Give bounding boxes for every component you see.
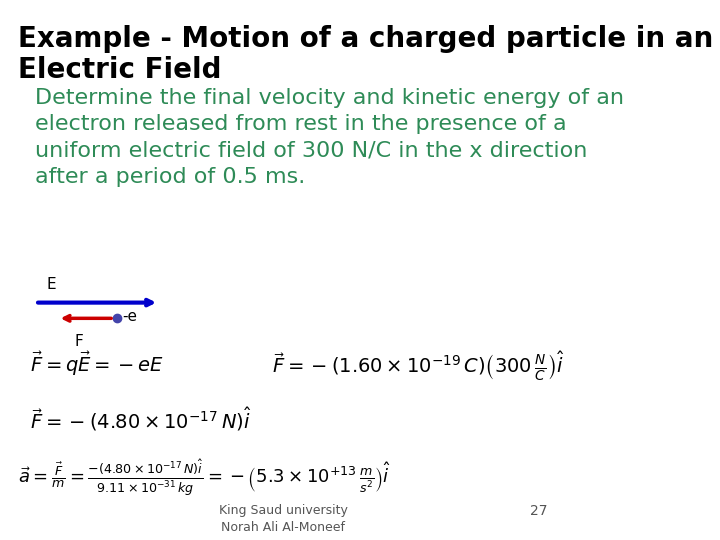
Text: Example - Motion of a charged particle in an: Example - Motion of a charged particle i… <box>18 25 714 53</box>
Text: Electric Field: Electric Field <box>18 56 222 84</box>
Text: $\vec{F} = -(1.60 \times 10^{-19}\,C)\left(300\,\frac{N}{C}\right)\hat{i}$: $\vec{F} = -(1.60 \times 10^{-19}\,C)\le… <box>271 350 564 383</box>
Text: $\vec{a} = \frac{\vec{F}}{m} = \frac{-(4.80 \times 10^{-17}\,N)\hat{i}}{9.11 \ti: $\vec{a} = \frac{\vec{F}}{m} = \frac{-(4… <box>18 457 391 498</box>
Text: F: F <box>75 334 84 349</box>
Text: Determine the final velocity and kinetic energy of an
electron released from res: Determine the final velocity and kinetic… <box>35 88 624 187</box>
Text: King Saud university
Norah Ali Al-Moneef: King Saud university Norah Ali Al-Moneef <box>219 504 348 534</box>
Text: -e: -e <box>122 309 138 324</box>
Text: 27: 27 <box>530 504 548 518</box>
Text: $\vec{F} = q\vec{E} = -eE$: $\vec{F} = q\vec{E} = -eE$ <box>30 350 163 378</box>
Text: $\vec{F} = -(4.80 \times 10^{-17}\,N)\hat{i}$: $\vec{F} = -(4.80 \times 10^{-17}\,N)\ha… <box>30 405 251 433</box>
Text: E: E <box>47 277 56 292</box>
